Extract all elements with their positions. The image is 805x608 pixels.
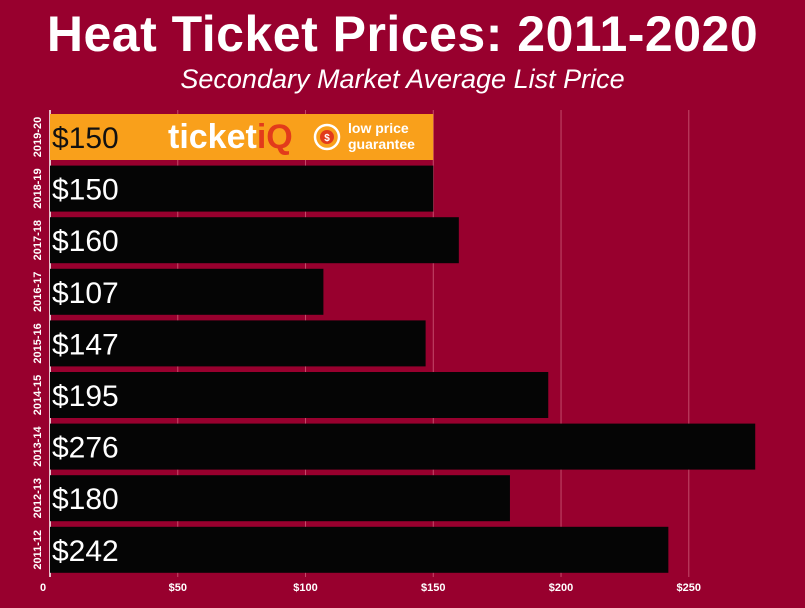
value-label: $150 <box>52 122 119 155</box>
category-label: 2013-14 <box>32 426 44 467</box>
x-tick-label: $200 <box>549 582 573 594</box>
logo-brand: ticketiQ <box>168 118 293 156</box>
bar <box>50 217 459 264</box>
value-label: $160 <box>52 225 119 258</box>
category-label: 2015-16 <box>32 323 44 363</box>
value-label: $195 <box>52 380 119 413</box>
x-tick-label: $100 <box>293 582 317 594</box>
bar <box>50 320 426 367</box>
logo-tagline-line2: guarantee <box>348 136 415 152</box>
category-label: 2019-20 <box>32 117 44 157</box>
value-label: $147 <box>52 328 119 361</box>
category-label: 2014-15 <box>32 375 44 415</box>
bar <box>50 526 669 573</box>
value-label: $180 <box>52 483 119 516</box>
bar <box>50 475 510 522</box>
x-tick-label: $150 <box>421 582 445 594</box>
chart-title: Heat Ticket Prices: 2011-2020 <box>46 6 759 62</box>
dollar-badge-icon: $ <box>313 123 341 151</box>
category-label: 2018-19 <box>32 168 44 208</box>
category-label: 2016-17 <box>32 272 44 312</box>
category-label: 2012-13 <box>32 478 44 518</box>
category-label: 2017-18 <box>32 220 44 260</box>
svg-text:$: $ <box>324 133 330 144</box>
logo-brand-main: ticket <box>168 118 257 156</box>
value-label: $107 <box>52 277 119 310</box>
bar <box>50 268 324 315</box>
value-label: $242 <box>52 535 119 568</box>
value-label: $276 <box>52 432 119 465</box>
bar <box>50 165 434 212</box>
x-tick-label: $50 <box>169 582 187 594</box>
bar <box>50 114 434 160</box>
category-label: 2011-12 <box>32 530 44 570</box>
x-tick-label: 0 <box>40 582 46 594</box>
chart-subtitle: Secondary Market Average List Price <box>180 64 625 94</box>
x-tick-label: $250 <box>677 582 701 594</box>
logo-tagline-line1: low price <box>348 120 409 136</box>
value-label: $150 <box>52 174 119 207</box>
bar <box>50 372 549 418</box>
bar <box>50 423 756 470</box>
logo-brand-accent: iQ <box>257 118 293 156</box>
